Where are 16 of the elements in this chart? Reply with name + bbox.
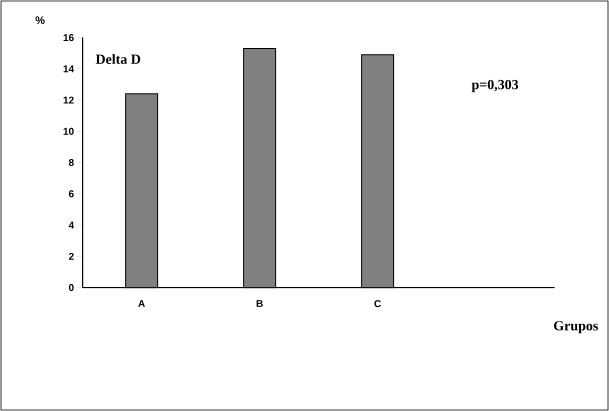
y-tick-label: 0 [68, 284, 74, 292]
y-tick-label: 8 [68, 159, 74, 166]
text: Delta D [96, 54, 140, 64]
y-tick-label: 12 [64, 96, 74, 104]
annotation: p=0,303 [472, 80, 518, 92]
y-tick-label: 16 [64, 34, 74, 42]
x-tick-label: C [374, 300, 381, 308]
x-tick-label: B [256, 300, 263, 307]
y-tick-label: 6 [68, 190, 74, 198]
y-axis-title: % [36, 16, 45, 24]
y-tick-label: 4 [68, 222, 74, 228]
x-tick-label: A [138, 300, 145, 307]
y-tick-label: 2 [68, 252, 74, 260]
y-tick-label: 10 [64, 128, 74, 135]
x-axis-title: Grupos [554, 321, 598, 334]
y-tick-label: 14 [64, 65, 74, 72]
